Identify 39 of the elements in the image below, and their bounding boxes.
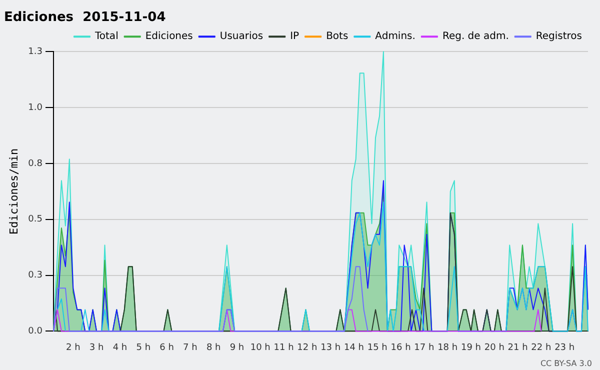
- x-tick-label: 8 h: [206, 342, 221, 353]
- x-tick-label: 11 h: [274, 342, 294, 353]
- x-tick-label: 13 h: [320, 342, 341, 353]
- y-tick-label: 0.5: [28, 214, 43, 225]
- legend-label: Bots: [326, 31, 348, 42]
- legend-label: IP: [290, 31, 300, 42]
- y-tick-label: 0.8: [28, 158, 43, 169]
- y-tick-label: 0.3: [28, 270, 43, 281]
- x-tick-label: 7 h: [183, 342, 198, 353]
- x-tick-label: 12 h: [297, 342, 318, 353]
- x-tick-label: 9 h: [230, 342, 244, 353]
- x-tick-label: 5 h: [136, 342, 151, 353]
- x-tick-label: 15 h: [367, 342, 388, 353]
- x-tick-label: 2 h: [66, 342, 80, 353]
- x-tick-label: 23 h: [554, 342, 575, 353]
- legend-label: Ediciones: [145, 31, 193, 42]
- chart-title: Ediciones 2015-11-04: [4, 10, 166, 26]
- y-axis-title: Ediciones/min: [7, 148, 20, 234]
- legend-label: Registros: [536, 31, 582, 42]
- x-tick-label: 14 h: [344, 342, 364, 353]
- x-tick-label: 17 h: [414, 342, 434, 353]
- y-tick-label: 1.0: [28, 102, 43, 113]
- legend-label: Usuarios: [220, 31, 264, 42]
- x-tick-label: 21 h: [508, 342, 528, 353]
- x-tick-label: 6 h: [160, 342, 174, 353]
- text: CC BY-SA 3.0: [540, 359, 592, 368]
- x-tick-label: 4 h: [112, 342, 128, 353]
- legend-label: Admins.: [375, 31, 416, 42]
- x-tick-label: 10 h: [250, 342, 270, 353]
- x-tick-label: 20 h: [484, 342, 504, 353]
- x-tick-label: 19 h: [460, 342, 482, 353]
- y-tick-label: 1.3: [28, 46, 43, 57]
- x-tick-label: 22 h: [531, 342, 552, 353]
- x-tick-label: 16 h: [390, 342, 411, 353]
- legend-label: Total: [94, 31, 118, 42]
- legend-label: Reg. de adm.: [442, 31, 509, 42]
- y-tick-label: 0.0: [28, 326, 43, 337]
- x-tick-label: 3 h: [89, 342, 104, 353]
- x-tick-label: 18 h: [438, 342, 458, 353]
